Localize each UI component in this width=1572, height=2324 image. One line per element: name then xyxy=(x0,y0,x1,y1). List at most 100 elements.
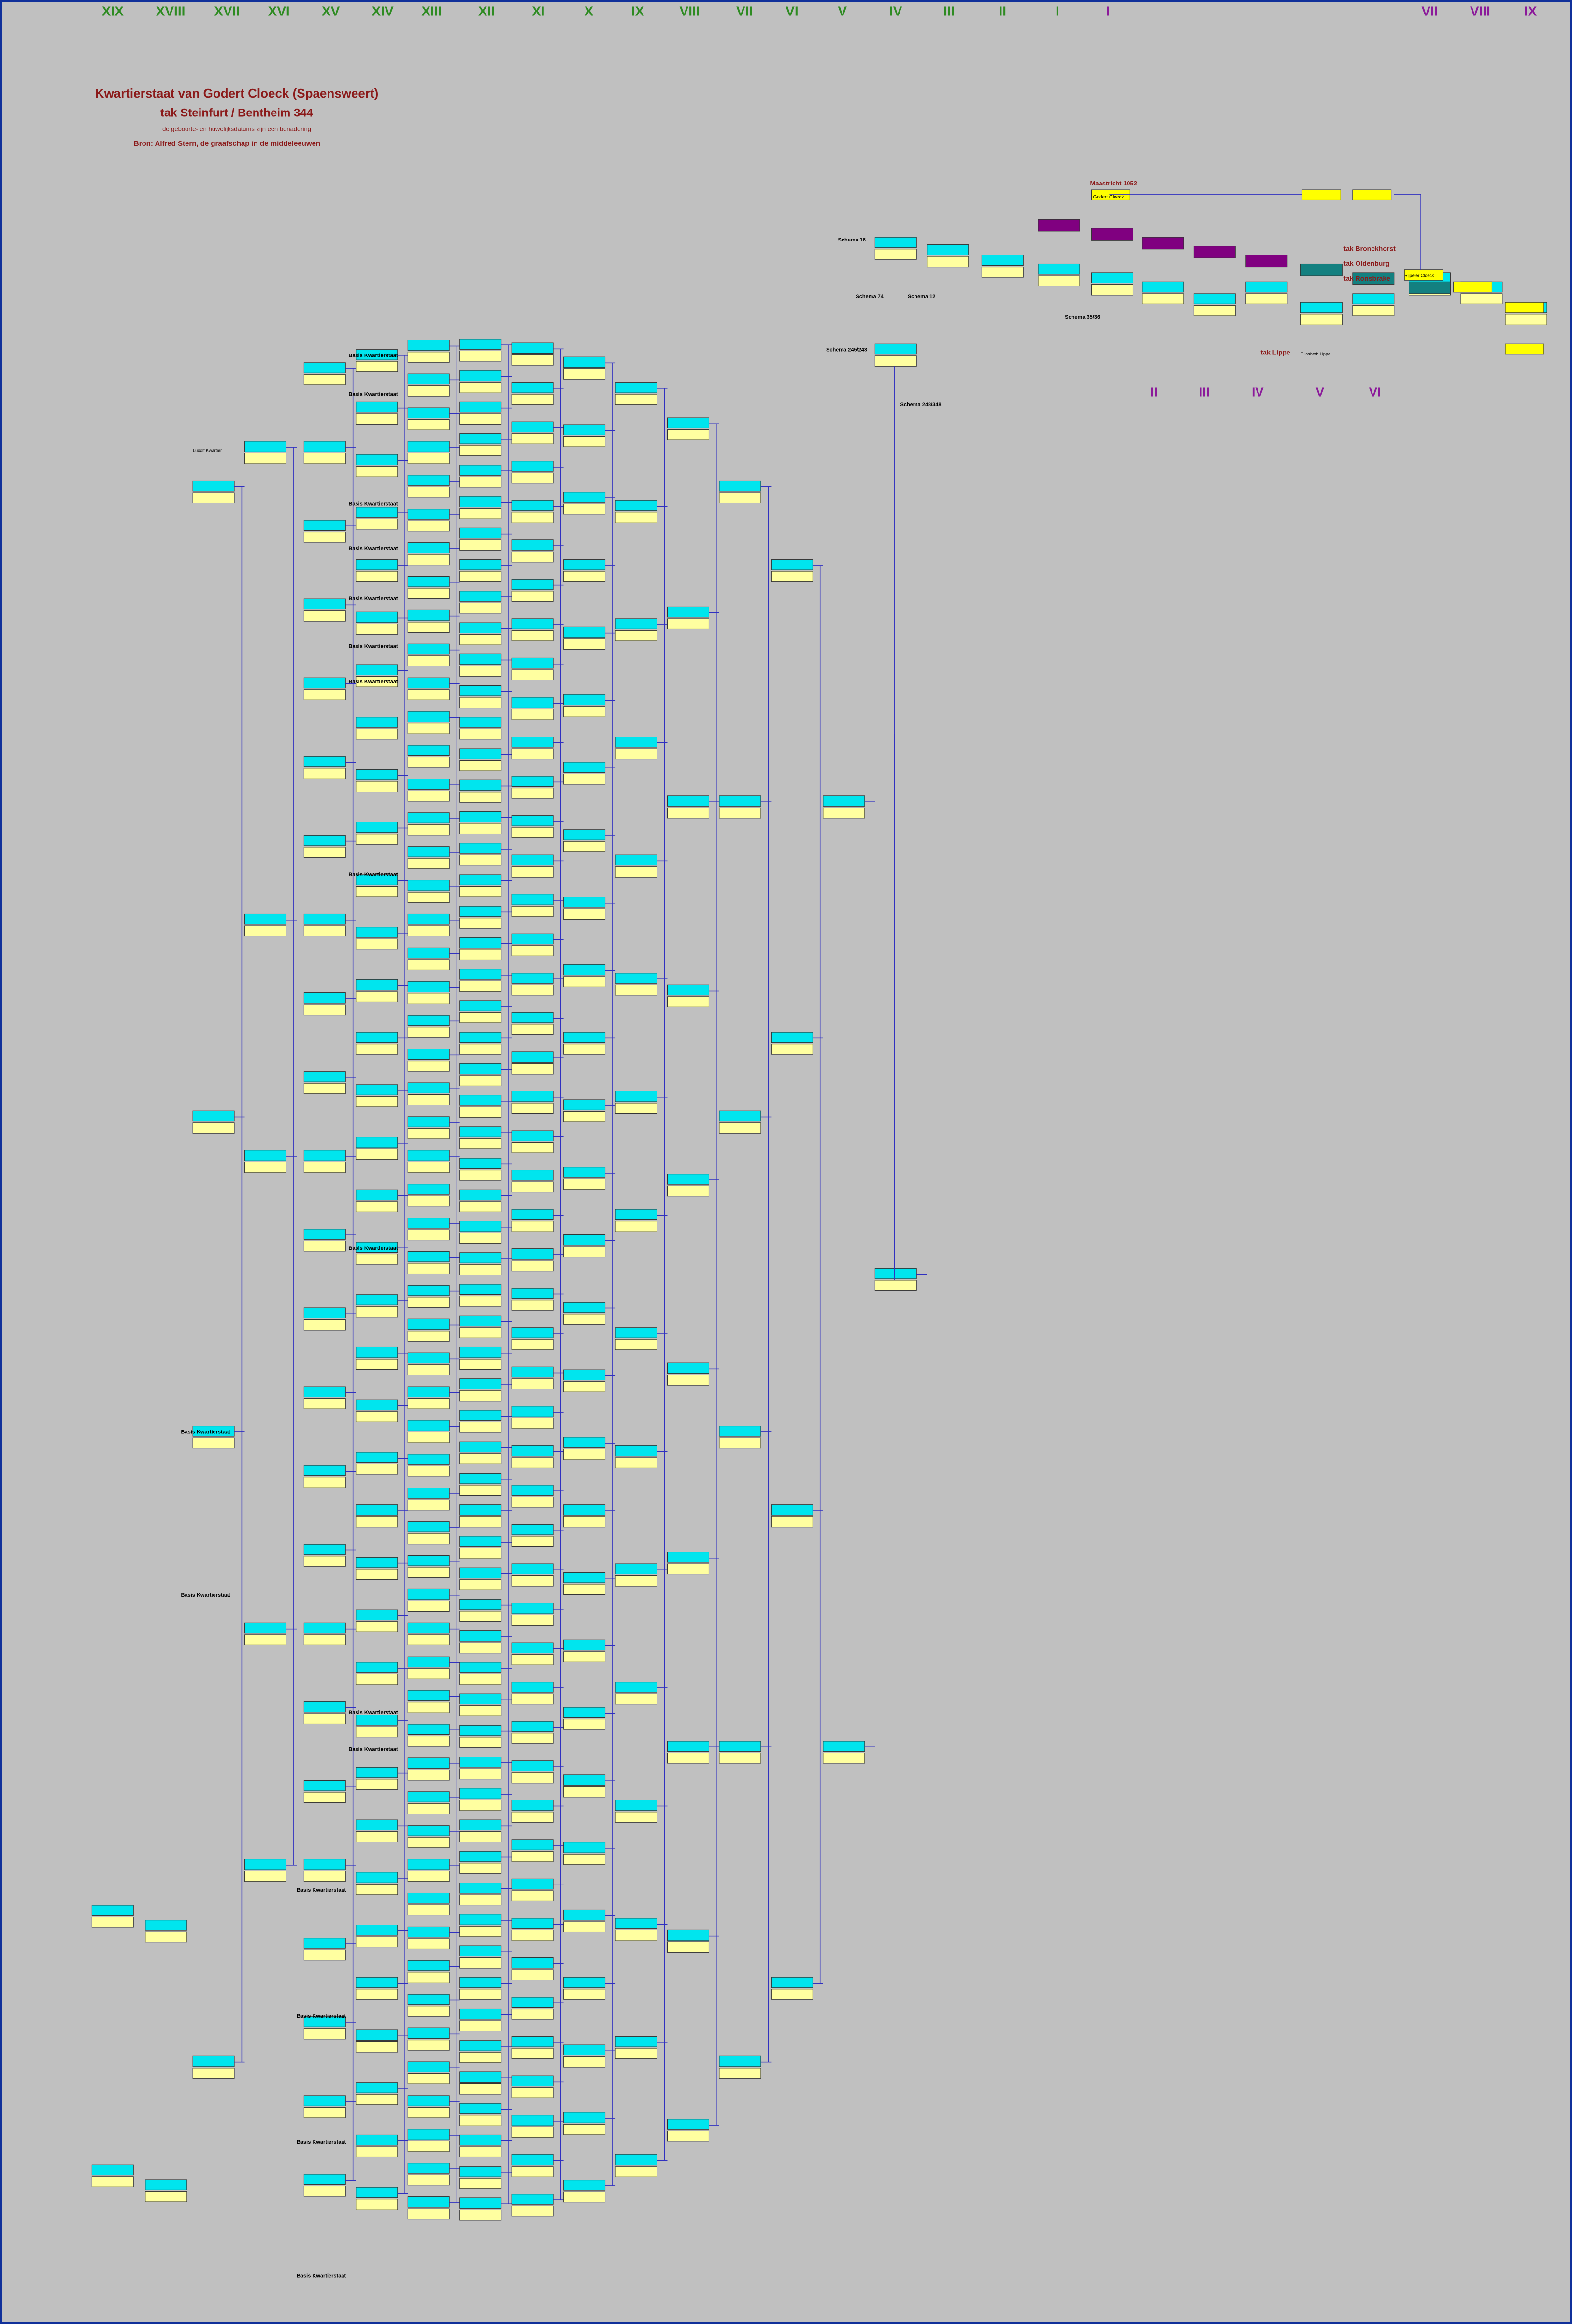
person-box xyxy=(459,1264,502,1275)
person-box xyxy=(563,638,606,650)
person-box xyxy=(303,532,346,543)
node-label: Godert Cloeck xyxy=(1093,195,1125,200)
person-box xyxy=(511,461,554,472)
person-box xyxy=(91,2176,134,2187)
person-box xyxy=(615,630,657,641)
person-box xyxy=(459,1737,502,1748)
person-box xyxy=(511,1142,554,1153)
person-box xyxy=(459,886,502,897)
person-box xyxy=(1404,269,1443,281)
person-box xyxy=(667,1753,709,1764)
person-box xyxy=(459,2146,502,2157)
person-box xyxy=(615,382,657,393)
person-box xyxy=(407,1521,450,1532)
person-box xyxy=(511,1024,554,1035)
generation-label: VII xyxy=(736,3,753,18)
person-box xyxy=(356,611,398,623)
person-box xyxy=(459,1662,502,1673)
person-box xyxy=(927,244,969,255)
person-box xyxy=(407,2061,450,2072)
person-box xyxy=(511,2166,554,2177)
person-box xyxy=(407,1938,450,1949)
person-box xyxy=(303,1004,346,1016)
person-box xyxy=(459,634,502,645)
person-box xyxy=(407,1825,450,1836)
person-box xyxy=(303,362,346,373)
person-box xyxy=(356,1096,398,1107)
person-box xyxy=(303,1240,346,1252)
person-box xyxy=(407,542,450,553)
person-box xyxy=(563,1639,606,1651)
person-box xyxy=(719,1110,761,1122)
person-box xyxy=(407,419,450,430)
person-box xyxy=(407,609,450,621)
person-box xyxy=(615,748,657,760)
person-box xyxy=(356,1399,398,1411)
person-box xyxy=(303,2107,346,2118)
person-box xyxy=(459,1095,502,1106)
basis-label: Basis Kwartierstaat xyxy=(348,643,398,649)
basis-label: Basis Kwartierstaat xyxy=(348,1710,398,1715)
person-box xyxy=(407,1859,450,1870)
person-box xyxy=(407,925,450,937)
person-box xyxy=(407,1634,450,1645)
person-box xyxy=(407,2073,450,2084)
person-box xyxy=(459,1831,502,1842)
person-box xyxy=(981,255,1024,266)
person-box xyxy=(407,1769,450,1781)
person-box xyxy=(563,1246,606,1258)
person-box xyxy=(615,1221,657,1232)
person-box xyxy=(615,1103,657,1114)
person-box xyxy=(356,1044,398,1055)
person-box xyxy=(511,815,554,826)
person-box xyxy=(511,1063,554,1075)
person-box xyxy=(459,1012,502,1023)
person-box xyxy=(563,1234,606,1246)
person-box xyxy=(244,1162,287,1173)
person-box xyxy=(407,1386,450,1398)
person-box xyxy=(356,2041,398,2053)
person-box xyxy=(1300,314,1343,325)
person-box xyxy=(719,2068,761,2079)
person-box xyxy=(407,1791,450,1802)
person-box xyxy=(563,2124,606,2135)
person-box xyxy=(356,624,398,635)
person-box xyxy=(563,1448,606,1460)
person-box xyxy=(459,980,502,992)
generation-label: XIII xyxy=(421,3,442,18)
person-box xyxy=(615,1929,657,1941)
person-box xyxy=(511,2087,554,2098)
person-box xyxy=(407,2163,450,2174)
person-box xyxy=(407,1331,450,1342)
person-box xyxy=(563,694,606,706)
person-box xyxy=(303,835,346,846)
person-box xyxy=(511,1485,554,1496)
person-box xyxy=(407,1555,450,1566)
person-box xyxy=(563,2180,606,2191)
person-box xyxy=(459,2083,502,2095)
person-box xyxy=(563,424,606,435)
person-box xyxy=(563,492,606,503)
person-box xyxy=(459,2071,502,2083)
person-box xyxy=(459,2008,502,2020)
basis-label: Basis Kwartierstaat xyxy=(348,872,398,878)
person-box xyxy=(459,1611,502,1622)
person-box xyxy=(356,979,398,991)
generation-label: III xyxy=(943,3,955,18)
person-box xyxy=(874,343,917,355)
person-box xyxy=(303,520,346,531)
person-box xyxy=(459,1075,502,1086)
generation-label: I xyxy=(1056,3,1059,18)
person-box xyxy=(459,1725,502,1736)
person-box xyxy=(511,1575,554,1587)
person-box xyxy=(563,1651,606,1662)
person-box xyxy=(511,500,554,511)
person-box xyxy=(511,472,554,484)
person-box xyxy=(563,976,606,987)
person-box xyxy=(459,1158,502,1169)
person-box xyxy=(771,1044,813,1055)
person-box xyxy=(459,906,502,917)
person-box xyxy=(511,1457,554,1468)
person-box xyxy=(823,1753,865,1764)
person-box xyxy=(459,571,502,582)
